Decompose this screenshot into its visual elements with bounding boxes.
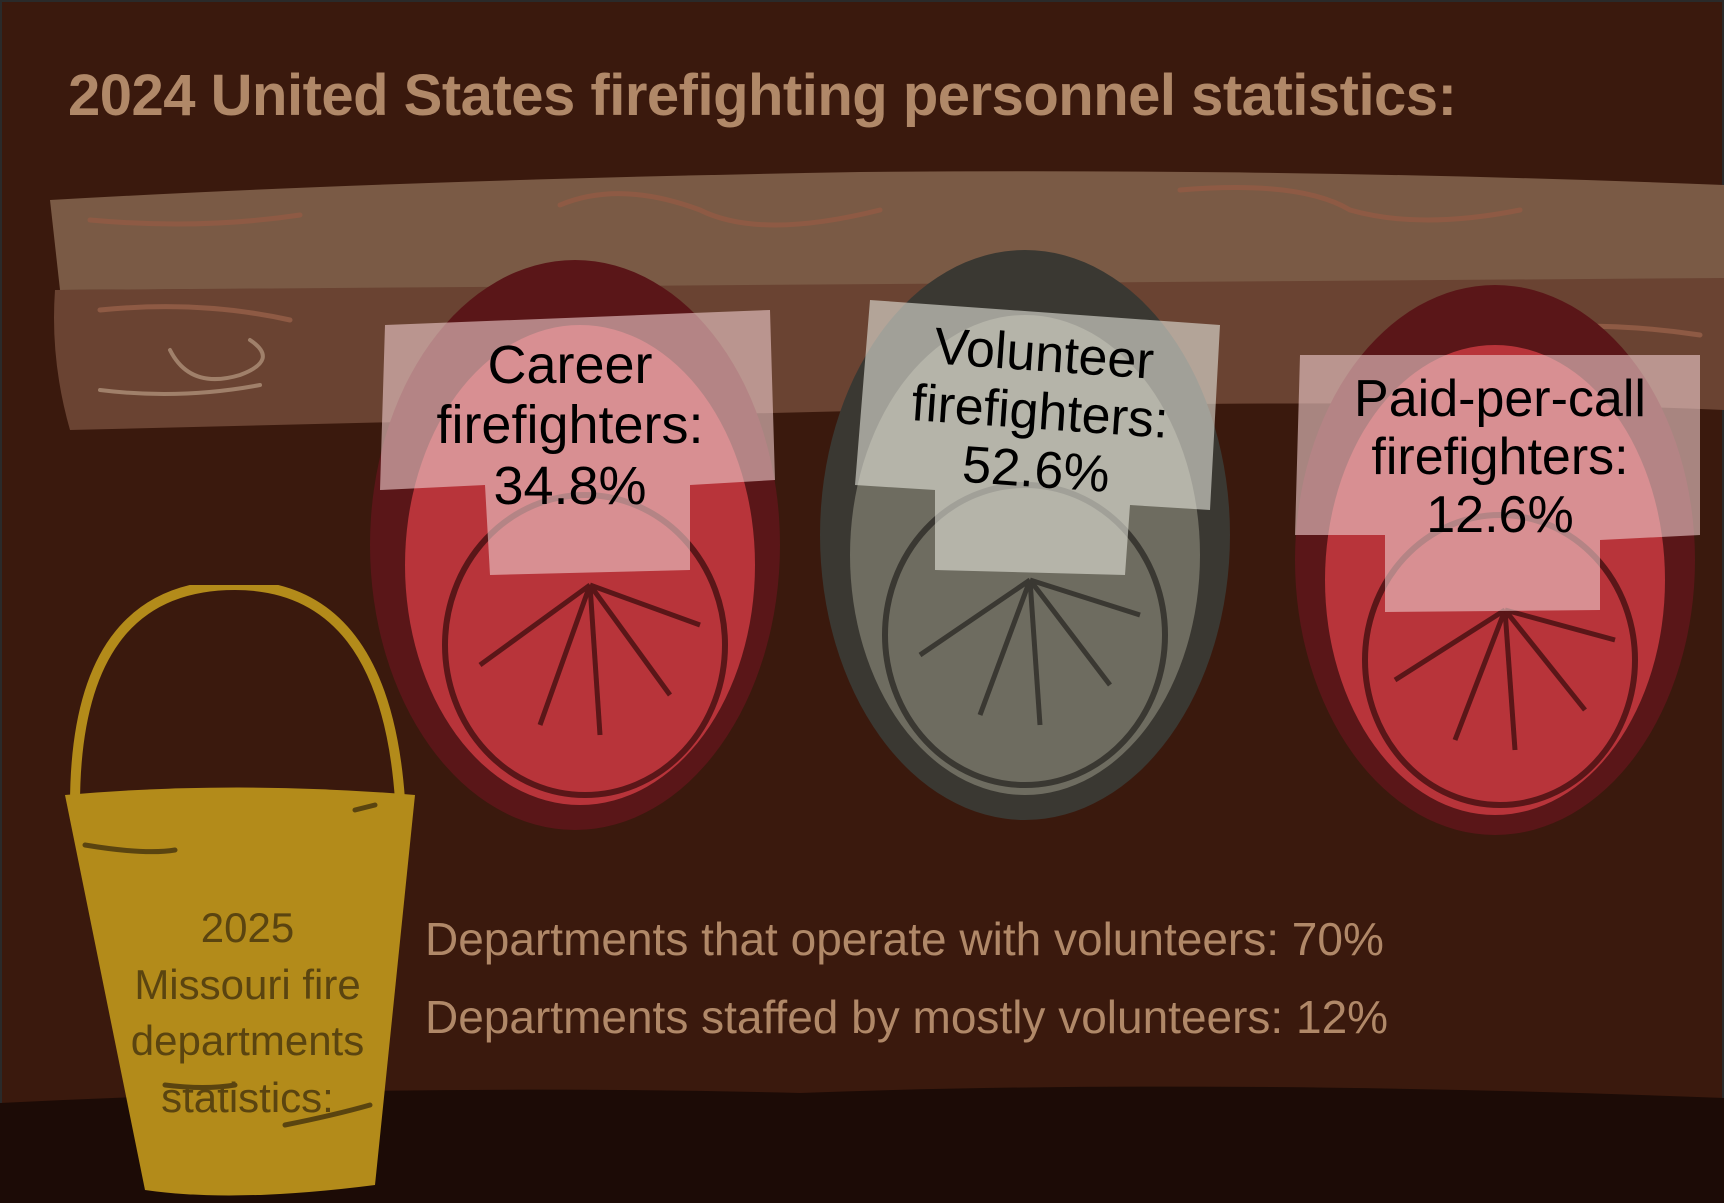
missouri-heading-line1: 2025 — [200, 904, 295, 951]
ppc-label-line1: Paid-per-call — [1354, 370, 1646, 428]
career-label-line2: firefighters: — [436, 395, 704, 456]
career-label-line1: Career — [487, 335, 653, 395]
infographic-title: 2024 United States firefighting personne… — [68, 63, 1457, 128]
ppc-value: 12.6% — [1426, 486, 1574, 545]
missouri-heading-line3: departments — [130, 1017, 365, 1065]
career-firefighters-stat: Career firefighters: 34.8% — [390, 335, 750, 516]
career-value: 34.8% — [493, 455, 647, 516]
missouri-stats-heading: 2025 Missouri fire departments statistic… — [110, 900, 385, 1127]
ppc-label-line2: firefighters: — [1371, 428, 1629, 487]
missouri-heading-line2: Missouri fire — [134, 960, 361, 1008]
volunteer-firefighters-stat: Volunteer firefighters: 52.6% — [854, 313, 1225, 512]
missouri-stat-volunteers: Departments that operate with volunteers… — [425, 913, 1384, 965]
missouri-stat-mostly-volunteers: Departments staffed by mostly volunteers… — [425, 991, 1389, 1043]
fire-bucket-icon — [65, 585, 415, 1196]
missouri-heading-line4: statistics: — [161, 1074, 334, 1122]
ground-texture — [0, 1086, 1724, 1203]
paid-per-call-firefighters-stat: Paid-per-call firefighters: 12.6% — [1290, 370, 1710, 545]
